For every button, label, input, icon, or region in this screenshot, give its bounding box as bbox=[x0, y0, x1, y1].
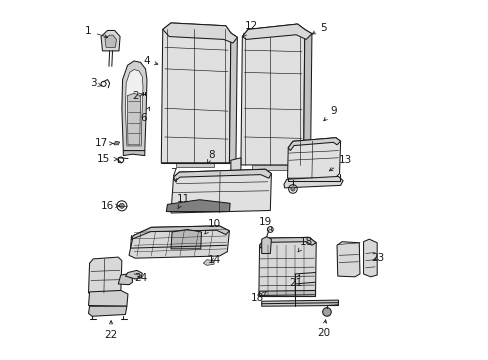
Text: 4: 4 bbox=[143, 56, 158, 66]
Polygon shape bbox=[118, 273, 132, 285]
Text: 2: 2 bbox=[132, 91, 142, 101]
Text: 11: 11 bbox=[177, 194, 190, 209]
Text: 20: 20 bbox=[316, 320, 329, 338]
Polygon shape bbox=[125, 69, 142, 146]
Text: 3: 3 bbox=[90, 78, 102, 88]
Polygon shape bbox=[303, 30, 311, 167]
Polygon shape bbox=[123, 150, 144, 156]
Text: 10: 10 bbox=[204, 219, 220, 234]
Polygon shape bbox=[363, 239, 376, 277]
Circle shape bbox=[322, 308, 330, 316]
Polygon shape bbox=[171, 229, 201, 249]
Text: 24: 24 bbox=[134, 273, 147, 283]
Polygon shape bbox=[101, 31, 120, 51]
Text: 6: 6 bbox=[140, 107, 149, 123]
Polygon shape bbox=[161, 23, 230, 163]
Text: 17: 17 bbox=[94, 139, 113, 148]
Polygon shape bbox=[163, 23, 237, 43]
Polygon shape bbox=[203, 260, 214, 265]
Polygon shape bbox=[261, 237, 271, 253]
Text: 23: 23 bbox=[370, 253, 384, 263]
Polygon shape bbox=[88, 291, 128, 306]
Text: 16: 16 bbox=[101, 201, 120, 211]
Text: 7: 7 bbox=[170, 168, 177, 182]
Polygon shape bbox=[131, 226, 229, 239]
Polygon shape bbox=[125, 270, 142, 279]
Text: 19: 19 bbox=[258, 217, 271, 230]
Polygon shape bbox=[284, 176, 343, 188]
Text: 18: 18 bbox=[297, 237, 312, 252]
Polygon shape bbox=[176, 163, 214, 167]
Circle shape bbox=[119, 203, 124, 208]
Text: 14: 14 bbox=[207, 255, 220, 265]
Polygon shape bbox=[230, 158, 241, 198]
Polygon shape bbox=[127, 93, 140, 145]
Polygon shape bbox=[171, 169, 271, 213]
Text: 9: 9 bbox=[323, 106, 336, 121]
Polygon shape bbox=[229, 33, 237, 166]
Polygon shape bbox=[114, 141, 120, 145]
Text: 8: 8 bbox=[207, 150, 214, 163]
Polygon shape bbox=[287, 138, 340, 150]
Text: 21: 21 bbox=[288, 275, 302, 288]
Polygon shape bbox=[336, 242, 359, 277]
Polygon shape bbox=[122, 61, 147, 150]
Text: 15: 15 bbox=[97, 154, 117, 164]
Text: 12: 12 bbox=[243, 21, 258, 37]
Text: 5: 5 bbox=[311, 23, 326, 34]
Polygon shape bbox=[173, 169, 271, 181]
Polygon shape bbox=[129, 226, 229, 258]
Polygon shape bbox=[88, 257, 122, 293]
Polygon shape bbox=[242, 24, 311, 40]
Text: 18: 18 bbox=[250, 291, 266, 303]
Polygon shape bbox=[287, 138, 340, 178]
Polygon shape bbox=[105, 35, 116, 47]
Polygon shape bbox=[88, 306, 126, 316]
Polygon shape bbox=[259, 291, 315, 296]
Polygon shape bbox=[241, 24, 304, 165]
Polygon shape bbox=[261, 300, 338, 306]
Polygon shape bbox=[259, 237, 316, 248]
Polygon shape bbox=[166, 200, 230, 212]
Polygon shape bbox=[251, 165, 290, 170]
Text: 22: 22 bbox=[104, 321, 118, 340]
Polygon shape bbox=[258, 237, 316, 297]
Circle shape bbox=[290, 187, 294, 191]
Text: 13: 13 bbox=[328, 155, 351, 171]
Text: 1: 1 bbox=[85, 26, 107, 38]
